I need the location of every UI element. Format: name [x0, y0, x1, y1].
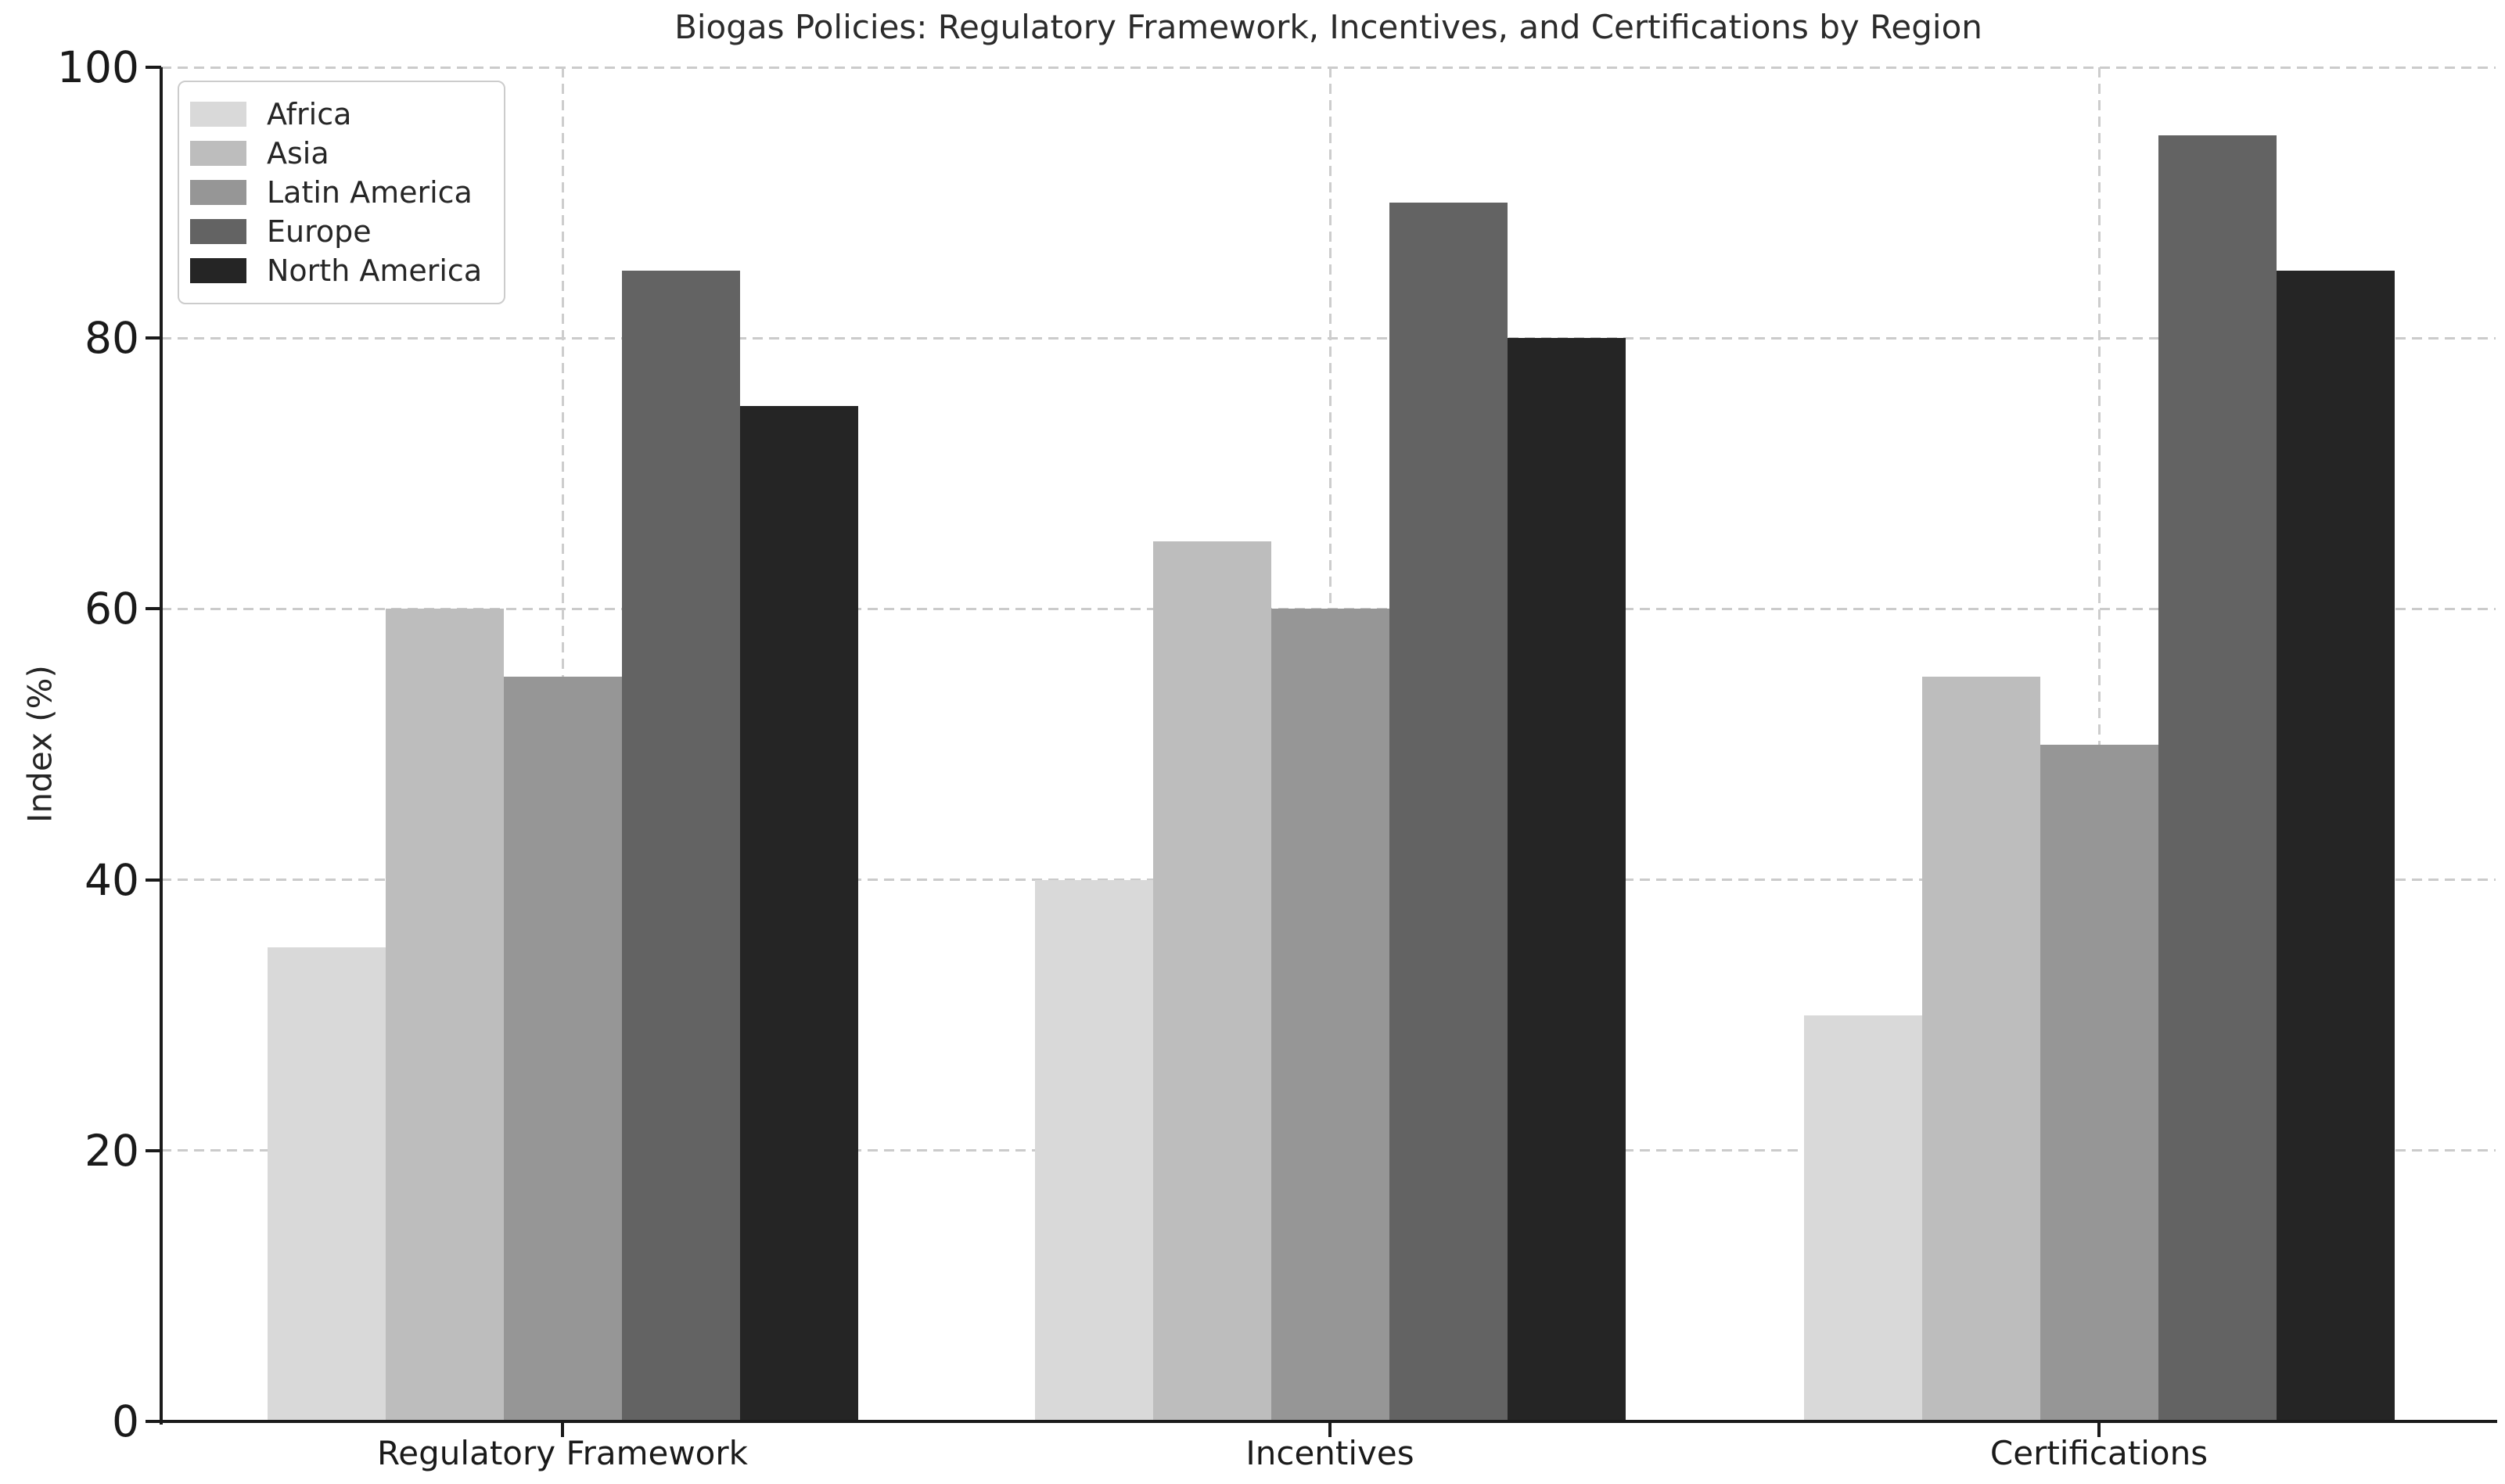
y-tick-label: 80: [84, 313, 139, 364]
legend-item: Europe: [190, 212, 482, 251]
bar-north-america: [739, 405, 858, 1421]
legend-swatch: [190, 180, 246, 205]
bar-europe: [621, 270, 740, 1421]
legend-label: Africa: [267, 97, 352, 131]
bar-north-america: [2276, 270, 2395, 1421]
legend-swatch: [190, 141, 246, 166]
y-tick-label: 0: [112, 1396, 139, 1446]
bar-europe: [1389, 203, 1508, 1421]
y-tick-mark: [146, 1420, 161, 1423]
chart-title: Biogas Policies: Regulatory Framework, I…: [674, 8, 1982, 46]
legend-item: Latin America: [190, 173, 482, 212]
bar-asia: [1152, 541, 1271, 1421]
y-tick-mark: [146, 66, 161, 69]
legend-label: Latin America: [267, 175, 473, 210]
y-axis-spine: [160, 67, 163, 1425]
bar-africa: [1803, 1015, 1922, 1421]
x-tick-mark: [561, 1421, 564, 1437]
x-tick-label: Certifications: [1989, 1434, 2208, 1472]
y-tick-label: 40: [84, 854, 139, 905]
legend: Africa Asia Latin America Europe North Ameri…: [178, 81, 506, 304]
y-tick-label: 60: [84, 584, 139, 634]
bar-africa: [267, 947, 386, 1421]
h-gridline-60: [161, 607, 2496, 610]
plot-area: Africa Asia Latin America Europe North Ameri…: [160, 66, 2497, 1425]
y-tick-label: 20: [84, 1125, 139, 1176]
x-tick-label: Incentives: [1245, 1434, 1414, 1472]
legend-item: Asia: [190, 134, 482, 173]
legend-label: North America: [267, 253, 483, 288]
legend-label: Europe: [267, 214, 372, 249]
y-tick-mark: [146, 878, 161, 882]
bar-latin-america: [503, 676, 622, 1421]
bar-africa: [1034, 879, 1153, 1421]
bar-asia: [385, 609, 504, 1421]
y-tick-mark: [146, 607, 161, 611]
legend-swatch: [190, 219, 246, 244]
legend-swatch: [190, 258, 246, 283]
bar-latin-america: [2040, 744, 2158, 1421]
x-tick-label: Regulatory Framework: [377, 1434, 748, 1472]
legend-label: Asia: [267, 136, 329, 171]
bar-asia: [1921, 676, 2040, 1421]
legend-item: Africa: [190, 95, 482, 134]
y-axis-label: Index (%): [20, 665, 59, 823]
y-tick-mark: [146, 1148, 161, 1152]
h-gridline-100: [161, 66, 2496, 69]
bar-latin-america: [1270, 609, 1389, 1421]
bar-north-america: [1507, 338, 1626, 1421]
bar-europe: [2158, 135, 2277, 1421]
x-tick-mark: [2097, 1421, 2101, 1437]
legend-item: North America: [190, 251, 482, 290]
x-tick-mark: [1328, 1421, 1332, 1437]
legend-swatch: [190, 102, 246, 127]
h-gridline-80: [161, 336, 2496, 340]
y-tick-mark: [146, 336, 161, 340]
y-tick-label: 100: [57, 42, 139, 92]
